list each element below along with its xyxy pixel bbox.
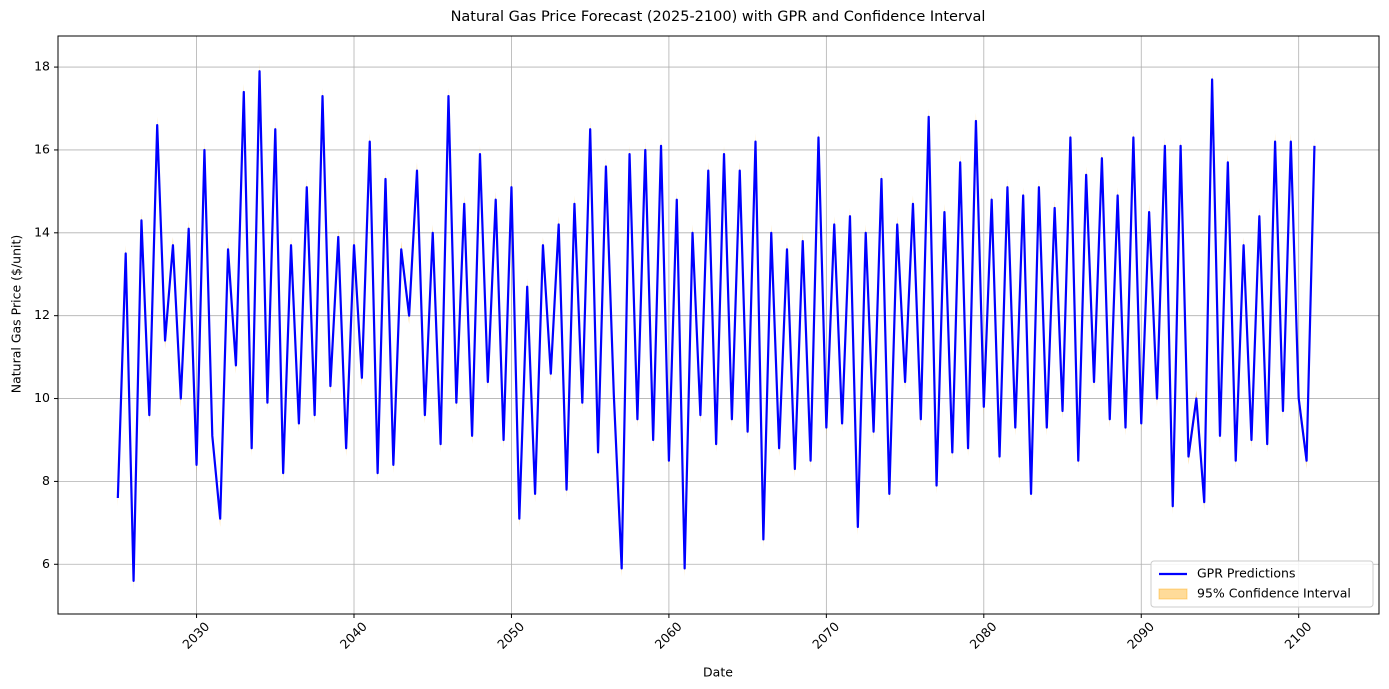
line-series	[116, 70, 1316, 582]
legend-label: 95% Confidence Interval	[1197, 586, 1351, 601]
x-tick-label: 2040	[337, 619, 370, 652]
y-tick-label: 12	[34, 307, 50, 322]
x-tick-label: 2050	[494, 619, 527, 652]
legend-patch	[1158, 588, 1188, 600]
x-tick-label: 2070	[809, 619, 842, 652]
x-tick-label: 2060	[652, 619, 685, 652]
legend-label: GPR Predictions	[1197, 566, 1296, 581]
y-tick-label: 10	[34, 390, 50, 405]
x-axis-label: Date	[703, 665, 733, 680]
x-tick-label: 2080	[967, 619, 1000, 652]
y-axis-label: Natural Gas Price ($/unit)	[9, 235, 24, 394]
y-tick-label: 8	[42, 473, 50, 488]
y-tick-label: 6	[42, 556, 50, 571]
legend-box	[1150, 560, 1374, 608]
y-tick-label: 18	[34, 59, 50, 74]
x-tick-label: 2090	[1124, 619, 1157, 652]
confidence-band	[117, 62, 1315, 590]
y-tick-label: 14	[34, 224, 50, 239]
x-tick-label: 2100	[1281, 619, 1314, 652]
plot-frame	[57, 35, 1380, 615]
x-tick-label: 2030	[179, 619, 212, 652]
y-tick-label: 16	[34, 141, 50, 156]
chart-title: Natural Gas Price Forecast (2025-2100) w…	[451, 9, 986, 25]
